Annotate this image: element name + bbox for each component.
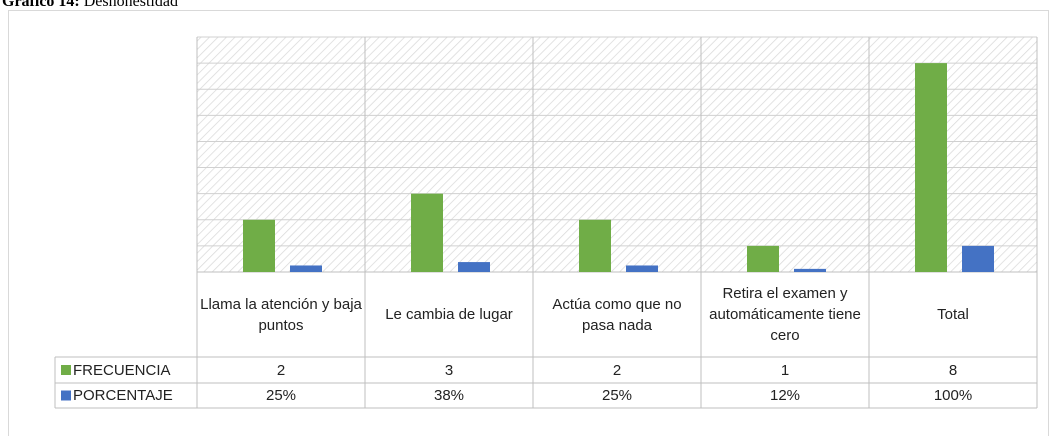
bar: [579, 219, 611, 272]
title: Gráfico 14: Deshonestidad: [2, 0, 178, 11]
table-value: 12%: [769, 387, 801, 404]
category-label: Le cambia de lugar: [385, 306, 513, 323]
legend-label: PORCENTAJE: [73, 387, 173, 404]
table-value: 3: [444, 361, 454, 379]
bar: [243, 219, 275, 272]
table-value: 25%: [601, 387, 633, 404]
legend-label: FRECUENCIA: [73, 361, 171, 379]
chart-border: [8, 10, 1049, 436]
bar: [962, 245, 994, 272]
category-label: Retira el examen y automáticamente tiene…: [709, 285, 861, 344]
table-value: 2: [276, 361, 286, 379]
bar: [915, 63, 947, 272]
table-value: 2: [612, 361, 622, 379]
category-label: Actúa como que no pasa nada: [552, 295, 682, 334]
category-label: Llama la atención y baja puntos: [200, 295, 362, 334]
bar: [458, 262, 490, 272]
bar: [411, 193, 443, 272]
bar: [747, 245, 779, 272]
category-label: Total: [937, 306, 969, 323]
table-value: 1: [780, 361, 790, 379]
table-value: 25%: [265, 387, 297, 404]
legend-swatch: [61, 390, 71, 401]
bar: [290, 265, 322, 272]
plot-background: [197, 37, 1037, 272]
table-value: 38%: [433, 387, 465, 404]
title-text: Deshonestidad: [83, 0, 178, 10]
bar: [626, 265, 658, 272]
table-value: 100%: [933, 387, 973, 404]
legend-swatch: [61, 365, 71, 375]
table-value: 8: [948, 361, 958, 379]
bar: [794, 268, 826, 272]
title-label: Gráfico 14:: [2, 0, 80, 10]
